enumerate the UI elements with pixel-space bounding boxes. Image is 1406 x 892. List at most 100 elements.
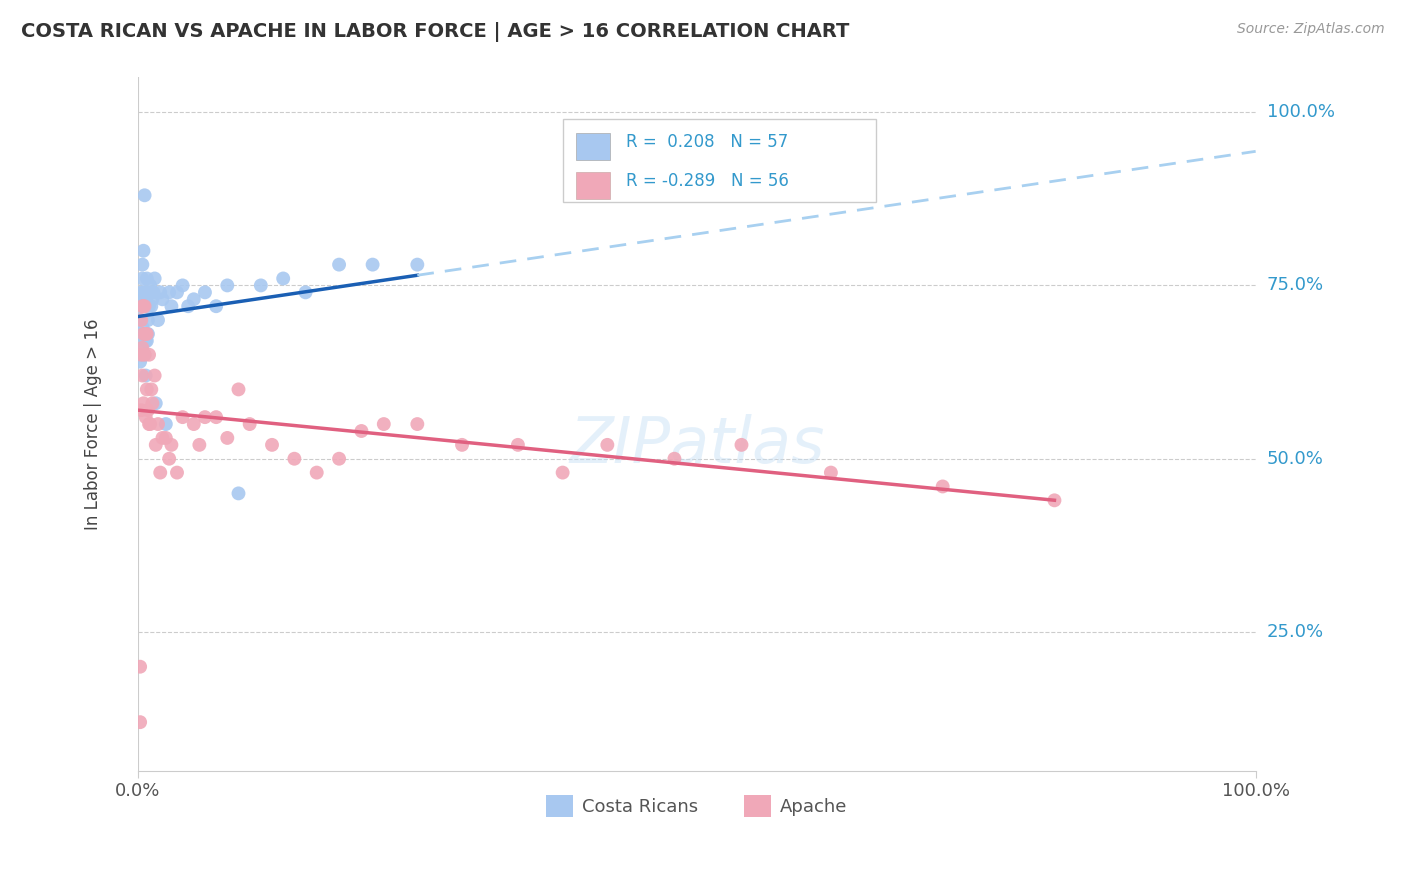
Point [132,396,155,410]
Point [129,299,152,313]
Point [129,715,152,730]
Point [135,410,157,425]
Point [129,326,152,341]
Point [132,244,155,258]
Point [146,313,169,327]
Point [172,278,194,293]
Point [141,293,163,307]
Point [134,348,156,362]
Point [328,258,350,272]
Point [155,417,177,431]
Point [134,326,156,341]
Point [664,451,686,466]
Point [135,326,157,341]
Point [149,466,172,480]
Point [138,285,160,300]
Point [451,438,474,452]
Point [152,431,174,445]
Point [166,466,188,480]
Point [136,403,159,417]
Point [132,299,155,313]
Point [129,348,152,362]
Point [131,271,153,285]
Point [294,285,316,300]
Point [820,466,842,480]
Point [134,348,156,362]
Legend: Costa Ricans, Apache: Costa Ricans, Apache [538,788,855,824]
Point [194,285,217,300]
Point [188,438,211,452]
Point [132,326,155,341]
Point [931,479,953,493]
Point [129,285,152,300]
Point [1043,493,1066,508]
Point [142,285,165,300]
Text: R =  0.208   N = 57: R = 0.208 N = 57 [626,133,789,152]
Point [361,258,384,272]
FancyBboxPatch shape [576,172,610,199]
Point [134,188,156,202]
Point [134,299,156,313]
Point [132,299,155,313]
Point [228,383,250,397]
Point [506,438,529,452]
Point [145,396,167,410]
Point [155,431,177,445]
Point [305,466,328,480]
Point [205,299,228,313]
Point [283,451,305,466]
Point [183,417,205,431]
Point [131,299,153,313]
Point [596,438,619,452]
Point [135,271,157,285]
Point [134,293,156,307]
Point [139,417,162,431]
Point [260,438,283,452]
Point [146,417,169,431]
Point [373,417,395,431]
Point [177,299,200,313]
Text: Source: ZipAtlas.com: Source: ZipAtlas.com [1237,22,1385,37]
Text: COSTA RICAN VS APACHE IN LABOR FORCE | AGE > 16 CORRELATION CHART: COSTA RICAN VS APACHE IN LABOR FORCE | A… [21,22,849,42]
Point [149,285,172,300]
Point [157,285,180,300]
Point [143,271,166,285]
Point [135,368,157,383]
Point [406,258,429,272]
Point [250,278,273,293]
Point [135,334,157,348]
Point [129,659,152,673]
Point [134,299,156,313]
Text: 25.0%: 25.0% [1267,623,1324,641]
Point [135,326,157,341]
Point [129,341,152,355]
Point [135,383,157,397]
Point [129,403,152,417]
Point [131,299,153,313]
Text: ZIPatlas: ZIPatlas [569,414,824,475]
Point [131,258,153,272]
Point [136,313,159,327]
Point [183,293,205,307]
Point [138,299,160,313]
Point [135,326,157,341]
Point [132,285,155,300]
FancyBboxPatch shape [562,119,876,202]
Point [217,278,239,293]
Text: 100.0%: 100.0% [1267,103,1334,121]
Point [141,383,163,397]
Point [138,348,160,362]
Point [131,320,153,334]
Point [138,417,160,431]
Point [143,368,166,383]
Point [730,438,752,452]
Point [152,293,174,307]
Point [205,410,228,425]
Point [129,354,152,368]
Text: 50.0%: 50.0% [1267,450,1323,467]
Point [131,368,153,383]
Point [129,313,152,327]
Point [166,285,188,300]
Text: 75.0%: 75.0% [1267,277,1324,294]
Point [160,299,183,313]
